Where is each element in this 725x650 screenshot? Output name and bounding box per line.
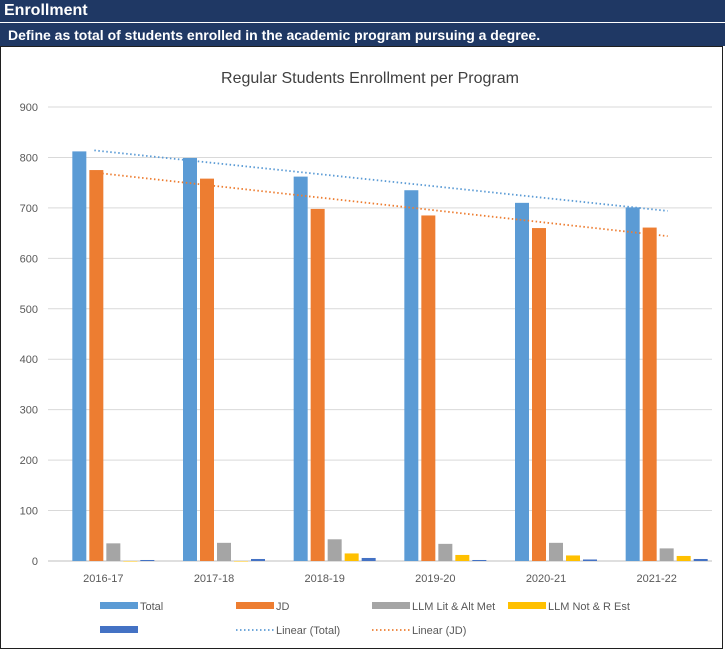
legend-swatch bbox=[100, 602, 138, 609]
bar-llm-not-r-est bbox=[455, 554, 470, 561]
legend-swatch bbox=[372, 602, 410, 609]
chart-frame bbox=[0, 46, 723, 649]
bar-series-5 bbox=[472, 559, 487, 561]
bar-llm-lit-alt-met bbox=[217, 542, 231, 561]
legend-label: Linear (JD) bbox=[412, 625, 466, 637]
legend-item: LLM Not & R Est bbox=[508, 601, 630, 613]
y-tick-label: 600 bbox=[20, 253, 38, 265]
bar-llm-not-r-est bbox=[234, 561, 248, 562]
x-tick-label: 2016-17 bbox=[83, 573, 123, 585]
bar-series-5 bbox=[361, 557, 376, 561]
legend-item: Linear (Total) bbox=[236, 625, 340, 637]
legend-label: Total bbox=[140, 601, 163, 613]
y-tick-label: 200 bbox=[20, 455, 38, 467]
bar-series-5 bbox=[140, 559, 155, 561]
chart-title: Regular Students Enrollment per Program bbox=[221, 70, 519, 87]
bar-llm-not-r-est bbox=[344, 553, 359, 561]
legend-label: LLM Lit & Alt Met bbox=[412, 601, 495, 613]
bar-series-5 bbox=[583, 559, 597, 561]
legend-label: JD bbox=[276, 601, 290, 613]
x-tick-label: 2019-20 bbox=[415, 573, 455, 585]
bar-series-5 bbox=[693, 558, 708, 561]
y-tick-label: 100 bbox=[20, 506, 38, 518]
legend-swatch bbox=[508, 602, 546, 609]
legend-item: Linear (JD) bbox=[372, 625, 466, 637]
legend-item: Total bbox=[100, 601, 163, 613]
bar-total bbox=[293, 176, 308, 561]
legend-label: Linear (Total) bbox=[276, 625, 340, 637]
legend-item: JD bbox=[236, 601, 290, 613]
x-tick-label: 2021-22 bbox=[636, 573, 676, 585]
trendline-linear-total bbox=[94, 149, 668, 212]
legend-item: LLM Lit & Alt Met bbox=[372, 601, 495, 613]
bar-jd bbox=[200, 178, 214, 561]
y-tick-label: 400 bbox=[20, 354, 38, 366]
bar-total bbox=[515, 202, 529, 561]
section-subtitle: Define as total of students enrolled in … bbox=[0, 22, 725, 46]
legend-label: LLM Not & R Est bbox=[548, 601, 630, 613]
bar-llm-lit-alt-met bbox=[106, 543, 121, 561]
y-tick-label: 800 bbox=[20, 152, 38, 164]
y-tick-label: 700 bbox=[20, 203, 38, 215]
bar-jd bbox=[421, 215, 436, 561]
bar-total bbox=[72, 151, 87, 561]
y-tick-label: 0 bbox=[32, 556, 38, 568]
bar-jd bbox=[310, 208, 325, 562]
bar-jd bbox=[89, 170, 104, 562]
bar-llm-lit-alt-met bbox=[438, 543, 453, 561]
bar-llm-not-r-est bbox=[123, 561, 138, 562]
bar-total bbox=[404, 190, 419, 561]
bar-llm-lit-alt-met bbox=[659, 548, 674, 561]
y-tick-label: 500 bbox=[20, 304, 38, 316]
bar-jd bbox=[642, 227, 657, 561]
bar-total bbox=[625, 207, 640, 561]
y-tick-label: 300 bbox=[20, 405, 38, 417]
bar-llm-not-r-est bbox=[566, 555, 580, 561]
legend-swatch bbox=[100, 626, 138, 633]
section-title: Enrollment bbox=[0, 0, 725, 22]
x-tick-label: 2020-21 bbox=[526, 573, 566, 585]
bar-llm-lit-alt-met bbox=[549, 542, 563, 561]
bar-llm-not-r-est bbox=[676, 555, 691, 561]
bar-series-5 bbox=[251, 558, 265, 561]
y-tick-label: 900 bbox=[20, 102, 38, 114]
trendline-linear-jd bbox=[94, 171, 668, 238]
x-tick-label: 2018-19 bbox=[304, 573, 344, 585]
bar-total bbox=[183, 157, 197, 561]
x-tick-label: 2017-18 bbox=[194, 573, 234, 585]
bar-jd bbox=[532, 228, 546, 562]
legend-swatch bbox=[236, 602, 274, 609]
legend-item bbox=[100, 626, 138, 633]
bar-llm-lit-alt-met bbox=[327, 539, 342, 561]
